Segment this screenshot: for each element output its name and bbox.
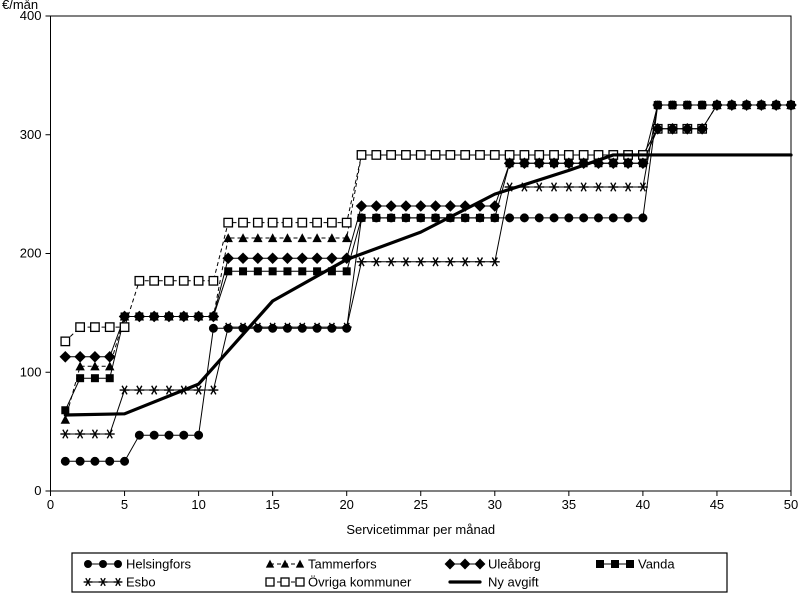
svg-text:Servicetimmar per månad: Servicetimmar per månad <box>346 522 495 537</box>
svg-text:35: 35 <box>562 497 576 512</box>
svg-text:Ny avgift: Ny avgift <box>488 575 539 590</box>
svg-text:Tammerfors: Tammerfors <box>308 557 377 572</box>
svg-text:45: 45 <box>710 497 724 512</box>
svg-text:10: 10 <box>191 497 205 512</box>
svg-text:25: 25 <box>414 497 428 512</box>
svg-text:200: 200 <box>20 246 42 261</box>
svg-text:Helsingfors: Helsingfors <box>126 557 192 572</box>
svg-text:Vanda: Vanda <box>638 557 675 572</box>
svg-text:0: 0 <box>34 483 41 498</box>
svg-text:300: 300 <box>20 127 42 142</box>
svg-text:30: 30 <box>488 497 502 512</box>
svg-text:20: 20 <box>339 497 353 512</box>
svg-text:50: 50 <box>784 497 798 512</box>
svg-text:Uleåborg: Uleåborg <box>488 557 541 572</box>
svg-text:40: 40 <box>636 497 650 512</box>
svg-text:100: 100 <box>20 364 42 379</box>
svg-text:Övriga kommuner: Övriga kommuner <box>308 575 412 590</box>
svg-text:0: 0 <box>47 497 54 512</box>
svg-text:Esbo: Esbo <box>126 575 156 590</box>
svg-text:5: 5 <box>121 497 128 512</box>
svg-text:€/mån: €/mån <box>2 0 38 12</box>
svg-text:15: 15 <box>265 497 279 512</box>
